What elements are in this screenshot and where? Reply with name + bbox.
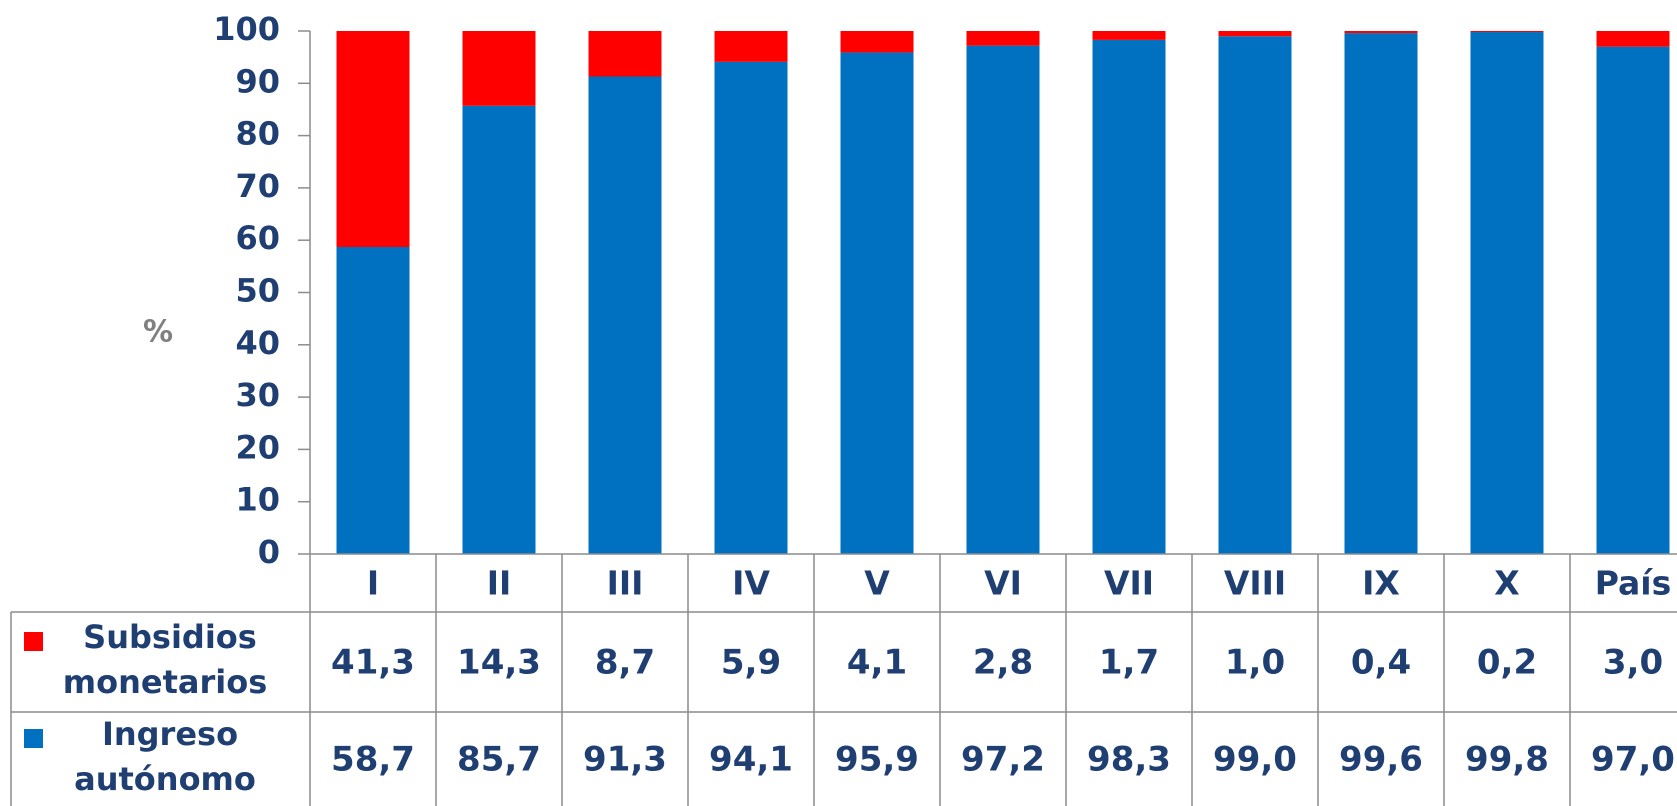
- data-label: 4,1: [847, 643, 907, 683]
- data-label: 99,8: [1465, 740, 1549, 780]
- data-label: 2,8: [973, 643, 1033, 683]
- data-label: 41,3: [331, 643, 415, 683]
- legend-label: Subsidios monetarios: [63, 618, 267, 701]
- legend-marker: [24, 632, 43, 651]
- bar-segment: [588, 31, 662, 77]
- y-axis-label: %: [143, 315, 173, 350]
- bar-segment: [1596, 31, 1670, 47]
- data-label: 99,0: [1213, 740, 1297, 780]
- bar-segment: [588, 76, 662, 554]
- x-tick-label: X: [1494, 564, 1519, 603]
- bar-segment: [336, 246, 410, 554]
- y-tick-label: 70: [235, 167, 280, 205]
- data-label: 97,2: [961, 740, 1045, 780]
- data-label: 98,3: [1087, 740, 1171, 780]
- bar-segment: [462, 105, 536, 554]
- bar-segment: [966, 31, 1040, 46]
- legend-label: Ingreso autónomo: [74, 715, 256, 798]
- x-tick-label: VI: [984, 564, 1022, 603]
- data-label: 1,0: [1225, 643, 1285, 683]
- bar-segment: [1092, 31, 1166, 40]
- y-tick-label: 90: [235, 62, 280, 100]
- x-tick-label: IV: [732, 564, 770, 603]
- y-tick-label: 0: [258, 533, 280, 571]
- x-tick-label: VIII: [1224, 564, 1286, 603]
- bar-segment: [1470, 31, 1544, 33]
- bar-segment: [714, 61, 788, 555]
- y-tick-label: 60: [235, 219, 280, 257]
- data-label: 58,7: [331, 740, 415, 780]
- x-tick-label: II: [487, 564, 512, 603]
- y-tick-label: 40: [235, 324, 280, 362]
- bar-segment: [1218, 36, 1292, 555]
- bar-segment: [966, 45, 1040, 554]
- bar-segment: [1092, 39, 1166, 555]
- y-tick-label: 100: [213, 10, 280, 48]
- data-label: 3,0: [1603, 643, 1663, 683]
- bar-segment: [1344, 33, 1418, 555]
- x-tick-label: VII: [1104, 564, 1154, 603]
- bar-segment: [1596, 46, 1670, 554]
- y-tick-label: 10: [235, 481, 280, 519]
- data-label: 14,3: [457, 643, 541, 683]
- y-tick-label: 20: [235, 428, 280, 466]
- bar-segment: [840, 52, 914, 555]
- bar-segment: [1218, 31, 1292, 37]
- bar-segment: [1470, 32, 1544, 554]
- x-tick-label: País: [1595, 564, 1672, 603]
- data-label: 94,1: [709, 740, 793, 780]
- data-label: 0,4: [1351, 643, 1411, 683]
- data-label: 99,6: [1339, 740, 1423, 780]
- y-tick-label: 50: [235, 272, 280, 310]
- x-tick-label: V: [864, 564, 890, 603]
- data-label: 5,9: [721, 643, 781, 683]
- data-label: 85,7: [457, 740, 541, 780]
- x-tick-label: III: [607, 564, 644, 603]
- data-label: 1,7: [1099, 643, 1159, 683]
- data-label: 0,2: [1477, 643, 1537, 683]
- x-tick-label: IX: [1362, 564, 1400, 603]
- bar-segment: [840, 31, 914, 53]
- data-label: 97,0: [1591, 740, 1675, 780]
- y-tick-label: 30: [235, 376, 280, 414]
- legend-marker: [24, 729, 43, 748]
- bar-segment: [714, 31, 788, 62]
- data-label: 95,9: [835, 740, 919, 780]
- y-tick-label: 80: [235, 115, 280, 153]
- bar-segment: [336, 31, 410, 247]
- data-label: 8,7: [595, 643, 655, 683]
- data-label: 91,3: [583, 740, 667, 780]
- x-tick-label: I: [367, 564, 379, 603]
- bar-segment: [1344, 31, 1418, 34]
- bar-segment: [462, 31, 536, 106]
